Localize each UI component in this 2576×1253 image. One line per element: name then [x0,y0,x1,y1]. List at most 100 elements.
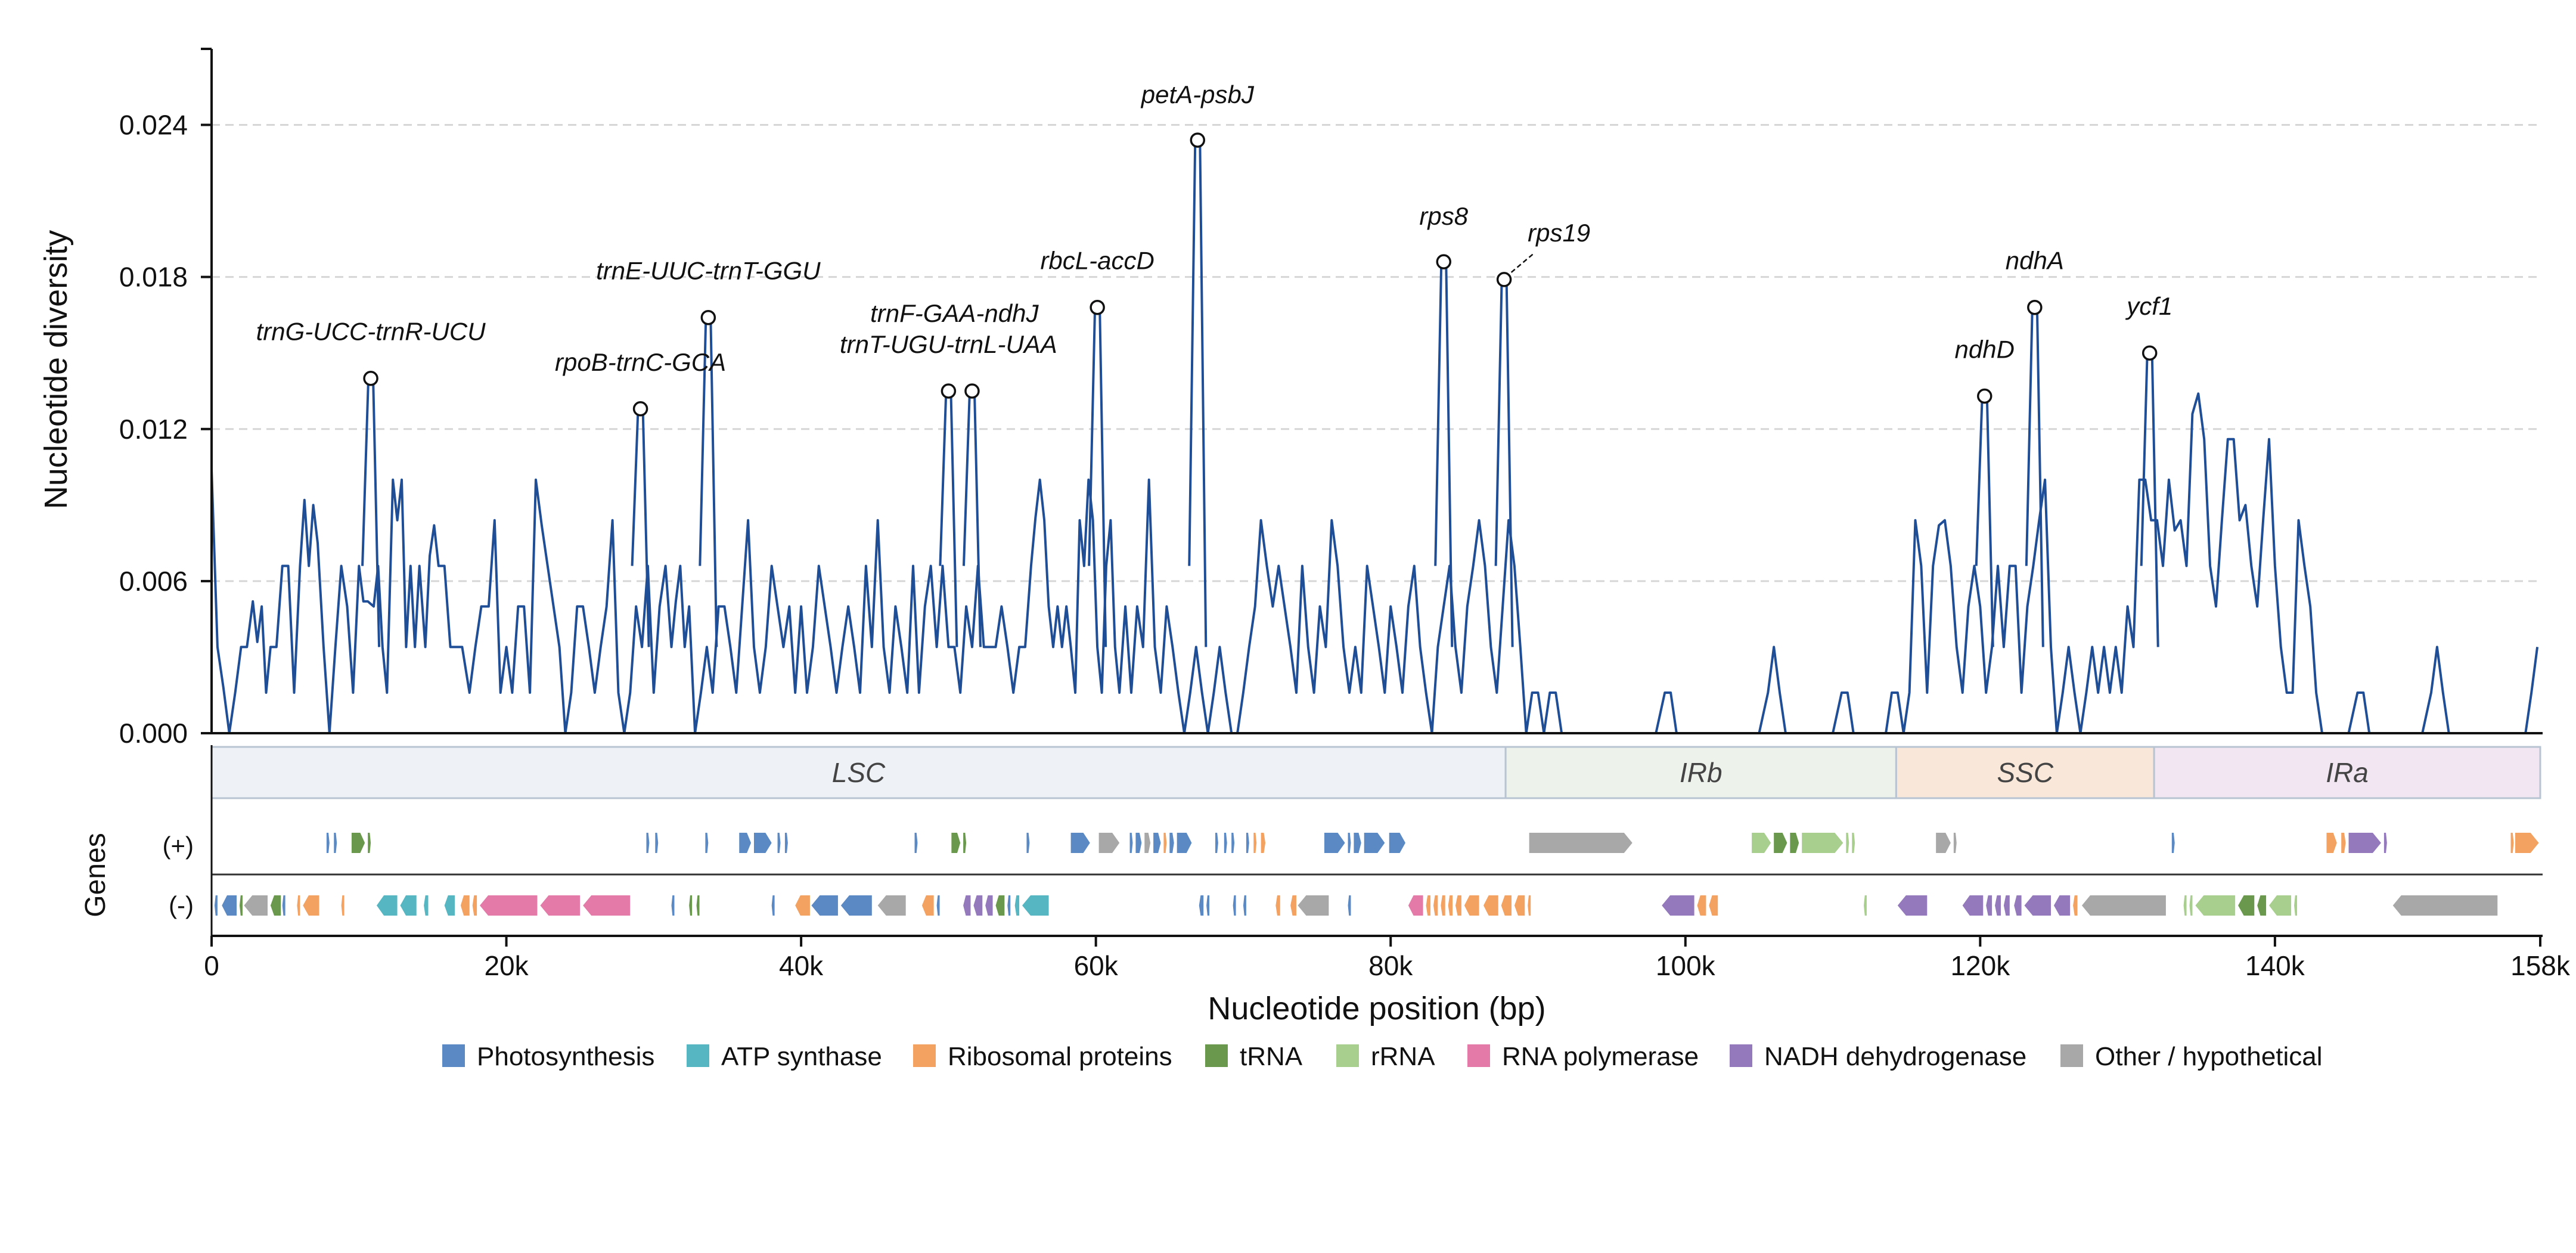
region-track: LSC IRb SSC IRa [210,746,2541,799]
x-tick-label-2: 40k [779,950,824,981]
gene-plus-14 [1026,833,1030,853]
axes: 0.000 0.006 0.012 0.018 0.024 0 20k 40k 60k 80k 10… [119,48,2571,981]
diversity-line-path [210,392,2539,734]
legend-label-other: Other / hypothetical [2095,1042,2323,1071]
gene-plus-40 [1846,833,1849,853]
gene-minus-34 [1022,895,1049,916]
x-tick-label-6: 120k [1950,950,2010,981]
gene-minus-4 [270,895,281,916]
gene-minus-19 [689,895,693,916]
gene-plus-43 [1953,833,1957,853]
gene-minus-22 [795,895,810,916]
gene-minus-7 [303,895,319,916]
strand-plus-label: (+) [163,832,194,860]
gene-minus-49 [1464,895,1479,916]
peak-label-0: trnG-UCC-trnR-UCU [256,318,486,346]
gene-minus-57 [1863,895,1867,916]
peak-label-3: trnT-UGU-trnL-UAA [840,330,1057,358]
gene-plus-49 [2510,833,2514,853]
gene-minus-1 [222,895,237,916]
gene-plus-50 [2515,833,2539,853]
region-LSC [210,746,1507,799]
peak-label-1: rpoB-trnC-GCA [555,348,726,376]
peak-label-7: rps8 [1419,202,1468,230]
gene-plus-2 [351,833,365,853]
gene-minus-60 [1986,895,1992,916]
gene-minus-6 [297,895,300,916]
gene-plus-19 [1144,833,1151,853]
gene-minus-71 [2238,895,2255,916]
region-label-LSC: LSC [832,757,886,788]
gene-plus-11 [914,833,918,853]
peak-leader-8 [1510,252,1535,273]
peak-label-2: trnE-UUC-trnT-GGU [596,257,821,285]
gene-minus-54 [1662,895,1694,916]
gene-plus-32 [1354,833,1361,853]
gene-plus-42 [1936,833,1951,853]
region-SSC [1895,746,2155,799]
gene-plus-5 [655,833,659,853]
peak-marker-5 [1090,299,1105,315]
peak-marker-4 [964,383,980,399]
gene-minus-9 [376,895,398,916]
gene-plus-44 [2171,833,2175,853]
gene-plus-30 [1324,833,1345,853]
gene-minus-20 [696,895,700,916]
gene-minus-32 [1007,895,1011,916]
x-tick-label-7: 140k [2245,950,2305,981]
gene-minus-47 [1448,895,1453,916]
region-IRa [2153,746,2541,799]
y-tick-label-2: 0.012 [119,414,188,445]
gene-minus-10 [400,895,417,916]
gene-plus-10 [784,833,788,853]
y-tick-label-3: 0.018 [119,262,188,293]
gene-minus-67 [2081,895,2166,916]
gene-plus-8 [753,833,772,853]
strand-minus-label: (-) [169,891,194,919]
gene-plus-48 [2383,833,2387,853]
gene-minus-66 [2073,895,2078,916]
gene-minus-36 [1206,895,1210,916]
gene-minus-15 [480,895,538,916]
gridlines [212,124,2540,582]
y-tick-label-4: 0.024 [119,110,188,141]
gene-minus-8 [341,895,344,916]
peak-marker-10 [2027,299,2043,315]
peak-annotations: trnG-UCC-trnR-UCU rpoB-trnC-GCA trnE-UUC-t… [256,80,2172,417]
gene-minus-26 [921,895,934,916]
gene-minus-2 [239,895,243,916]
gene-minus-35 [1199,895,1204,916]
gene-minus-17 [583,895,631,916]
gene-plus-35 [1529,833,1632,853]
gene-plus-20 [1153,833,1161,853]
gene-minus-23 [811,895,838,916]
gene-plus-46 [2341,833,2346,853]
gene-plus-9 [777,833,781,853]
legend-label-trna: tRNA [1240,1042,1303,1071]
gene-minus-28 [963,895,971,916]
legend-label-rrna: rRNA [1371,1042,1435,1071]
gene-minus-55 [1697,895,1706,916]
gene-minus-48 [1455,895,1461,916]
gene-plus-16 [1098,833,1120,853]
peak-label-10: ndhA [2006,247,2064,275]
gene-minus-51 [1501,895,1512,916]
gene-plus-24 [1215,833,1218,853]
gene-minus-3 [244,895,268,916]
legend-label-ndh: NADH dehydrogenase [1764,1042,2026,1071]
gene-track [214,833,2539,916]
gene-plus-36 [1752,833,1771,853]
gene-minus-30 [985,895,993,916]
gene-plus-34 [1389,833,1405,853]
peak-marker-0 [363,370,378,386]
legend-swatch-ndh [1730,1044,1752,1067]
peak-marker-3 [941,383,957,399]
gene-plus-3 [368,833,371,853]
gene-minus-12 [444,895,455,916]
gene-plus-33 [1364,833,1385,853]
peak-marker-1 [632,401,648,417]
gene-minus-70 [2195,895,2236,916]
gene-minus-68 [2183,895,2187,916]
gene-minus-64 [2024,895,2052,916]
gene-plus-17 [1129,833,1133,853]
